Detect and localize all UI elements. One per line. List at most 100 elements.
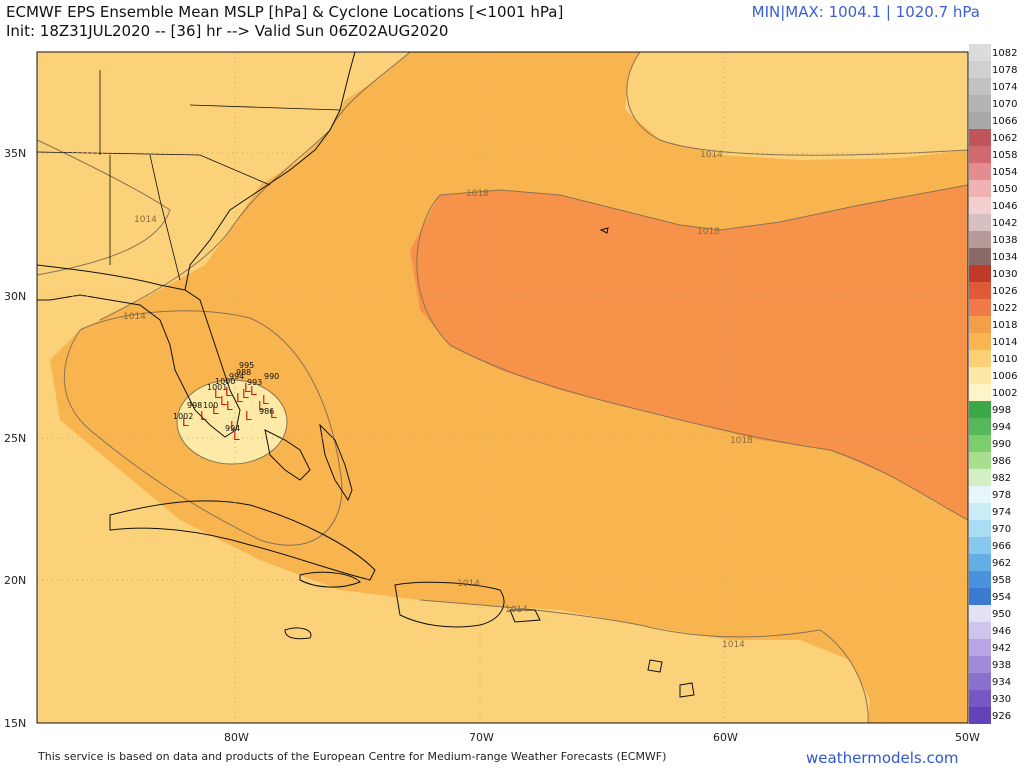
colorbar-swatch: [969, 180, 991, 197]
lon-tick-label: 60W: [713, 731, 738, 744]
colorbar-swatch: [969, 537, 991, 554]
coast-lesser-antilles-2: [679, 682, 695, 698]
colorbar-label: 970: [992, 524, 1011, 535]
colorbar-swatch: [969, 214, 991, 231]
colorbar-swatch: [969, 486, 991, 503]
colorbar-label: 990: [992, 439, 1011, 450]
isobar-1014-caribbean: [419, 599, 869, 724]
colorbar-label: 1082: [992, 48, 1017, 59]
cyclone-l-marker: L: [212, 403, 219, 417]
cluster-label: 1000: [215, 377, 235, 386]
colorbar-label: 1058: [992, 150, 1017, 161]
contour-label: 1014: [505, 605, 528, 615]
brand-link[interactable]: weathermodels.com: [806, 749, 959, 767]
lon-axis: 80W 70W 60W 50W: [224, 731, 980, 744]
coast-bermuda: [599, 227, 609, 234]
lon-tick-label: 80W: [224, 731, 249, 744]
coast-puerto-rico: [509, 609, 541, 623]
coast-bahamas-2: [319, 423, 353, 502]
cyclone-l-marker: L: [242, 387, 249, 401]
colorbar-label: 994: [992, 422, 1011, 433]
contour-label: 1018: [730, 436, 753, 446]
lat-axis: 35N 30N 25N 20N 15N: [4, 147, 26, 730]
colorbar-swatch: [969, 197, 991, 214]
colorbar-label: 1070: [992, 99, 1017, 110]
colorbar-swatch: [969, 571, 991, 588]
colorbar-label: 954: [992, 592, 1011, 603]
cyclone-l-marker: L: [182, 415, 189, 429]
colorbar-swatch: [969, 350, 991, 367]
colorbar-label: 1054: [992, 167, 1017, 178]
isobar-1014-inland: [36, 139, 171, 276]
colorbar-label: 934: [992, 677, 1011, 688]
colorbar-label: 1026: [992, 286, 1017, 297]
coastlines: [36, 51, 695, 698]
region-1018-high: [410, 185, 968, 520]
cluster-label: 993: [247, 378, 262, 387]
colorbar-swatch: [969, 469, 991, 486]
colorbar-label: 1074: [992, 82, 1017, 93]
colorbar-label: 1046: [992, 201, 1017, 212]
colorbar-swatch: [969, 384, 991, 401]
colorbar-label: 1006: [992, 371, 1017, 382]
contour-label: 1018: [466, 189, 489, 199]
colorbar-label: 1030: [992, 269, 1017, 280]
lat-tick-label: 20N: [4, 574, 26, 587]
title-line-2: Init: 18Z31JUL2020 -- [36] hr --> Valid …: [6, 22, 449, 40]
border-1: [36, 151, 271, 186]
colorbar-label: 998: [992, 405, 1011, 416]
colorbar-swatch: [969, 367, 991, 384]
colorbar-swatch: [969, 520, 991, 537]
plot-frame: [36, 51, 969, 724]
colorbar-swatch: [969, 282, 991, 299]
isobar-1014-florida: [63, 310, 343, 546]
colorbar-label: 1010: [992, 354, 1017, 365]
cyclone-l-marker: L: [236, 391, 243, 405]
colorbar-label: 1078: [992, 65, 1017, 76]
coast-hispaniola: [394, 581, 505, 628]
lat-tick-label: 30N: [4, 290, 26, 303]
colorbar-swatch: [969, 112, 991, 129]
colorbar-swatch: [969, 690, 991, 707]
cluster-label: 986: [259, 407, 274, 416]
cyclone-l-marker: L: [245, 409, 252, 423]
colorbar-label: 1062: [992, 133, 1017, 144]
colorbar-label: 974: [992, 507, 1011, 518]
colorbar-swatch: [969, 707, 991, 724]
cluster-label: 1001: [207, 383, 227, 392]
colorbar-swatch: [969, 316, 991, 333]
cluster-label: 998: [187, 401, 202, 410]
colorbar-swatch: [969, 299, 991, 316]
colorbar-swatch: [969, 503, 991, 520]
title-line-1: ECMWF EPS Ensemble Mean MSLP [hPa] & Cyc…: [6, 3, 564, 21]
colorbar-swatch: [969, 61, 991, 78]
colorbar-label: 962: [992, 558, 1011, 569]
state-borders: [36, 70, 341, 281]
attribution: This service is based on data and produc…: [38, 750, 667, 763]
contour-label: 1014: [722, 640, 745, 650]
coast-cuba: [109, 500, 376, 581]
coast-east-us: [184, 51, 356, 291]
cluster-label: 1002: [173, 412, 193, 421]
cyclone-l-marker: L: [225, 385, 232, 399]
isobar-1018-north: [439, 184, 969, 231]
colorbar-swatch: [969, 163, 991, 180]
colorbar-label: 1022: [992, 303, 1017, 314]
colorbar-label: 930: [992, 694, 1011, 705]
colorbar-label: 1002: [992, 388, 1017, 399]
colorbar-label: 942: [992, 643, 1011, 654]
colorbar-label: 978: [992, 490, 1011, 501]
cyclone-l-marker: L: [258, 399, 265, 413]
colorbar-swatch: [969, 265, 991, 282]
colorbar-label: 950: [992, 609, 1011, 620]
coast-jamaica: [299, 571, 361, 588]
colorbar-swatch: [969, 333, 991, 350]
cyclone-cluster: 995 988 994 990 993 986 1001 1000 998 10…: [173, 361, 279, 433]
colorbar-label: 1038: [992, 235, 1017, 246]
contour-label: 1018: [697, 227, 720, 237]
contour-label-group: 1014 1018 1014 1014 1018 1018 1014 1014 …: [123, 150, 753, 650]
map-title: ECMWF EPS Ensemble Mean MSLP [hPa] & Cyc…: [6, 3, 563, 41]
cyclone-l-marker: L: [220, 394, 227, 408]
low-pressure-center: [176, 379, 288, 465]
